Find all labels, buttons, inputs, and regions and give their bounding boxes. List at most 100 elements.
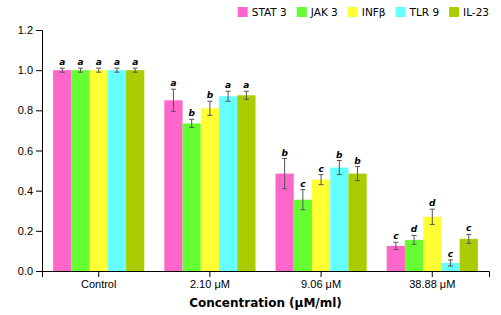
legend-swatch [297,7,307,17]
tick-label: 9.06 μM [301,278,341,290]
error-cap [337,174,342,175]
letter: a [59,57,65,67]
y-tick: 0.6 [18,145,42,157]
error-cap [430,209,435,210]
error-bar [319,175,324,185]
error-bar [226,91,231,101]
y-tick: 0.2 [18,225,42,237]
error-cap [355,180,360,181]
tick-mark [36,191,42,192]
error-line [62,68,63,72]
bar [90,70,108,271]
error-line [135,68,136,72]
error-cap [96,68,101,69]
error-bar [337,161,342,175]
tick-mark [36,30,42,31]
plot: aabcabcdabcdaabcaabcControl2.10 μM9.06 μ… [18,24,490,290]
tick-label: 0.0 [18,265,33,277]
x-axis-title: Concentration (μM/ml) [189,296,342,310]
error-line [395,242,396,249]
bar [219,96,237,271]
legend-swatch [238,7,248,17]
error-bar [189,119,194,127]
y-tick: 0.8 [18,104,42,116]
series [126,68,478,271]
error-cap [319,184,324,185]
x-axis: Control2.10 μM9.06 μM38.88 μM [43,271,490,290]
bar [330,168,348,271]
series [71,68,423,271]
bar [423,217,441,271]
bar [53,70,71,271]
y-tick: 1.0 [18,64,42,76]
error-cap [466,234,471,235]
tick-label: 0.8 [18,104,33,116]
bar [460,239,478,271]
error-cap [430,224,435,225]
legend-label: JAK 3 [310,6,338,18]
error-cap [171,89,176,90]
bar [108,70,126,271]
error-cap [114,72,119,73]
error-cap [448,259,453,260]
error-line [468,234,469,243]
x-tick: 2.10 μM [190,271,230,290]
legend-label: STAT 3 [252,6,287,18]
tick-label: 2.10 μM [190,278,230,290]
marks [53,68,478,271]
tick-label: 1.0 [18,64,33,76]
letter: a [243,80,249,90]
error-bar [78,68,83,72]
error-line [116,68,117,72]
error-line [357,167,358,181]
letter: a [114,57,120,67]
error-bar [60,68,65,72]
bar [237,95,255,271]
error-bar [282,159,287,189]
error-line [80,68,81,72]
error-line [321,175,322,185]
bar [348,174,366,271]
legend-swatch [348,7,358,17]
error-cap [412,235,417,236]
legend-item: INFβ [348,6,386,18]
legend-label: INFβ [362,6,386,18]
error-cap [60,72,65,73]
error-cap [78,72,83,73]
error-line [246,91,247,99]
tick-mark [36,271,42,272]
error-bar [466,234,471,243]
error-line [228,91,229,101]
error-bar [244,91,249,99]
letter: c [393,231,399,241]
bar [405,240,423,271]
series [108,68,460,271]
y-axis: 0.00.20.40.60.81.01.2 [18,24,43,277]
y-tick: 0.4 [18,185,42,197]
series [53,68,405,271]
error-cap [189,127,194,128]
letter: c [466,223,472,233]
legend-label: IL-23 [463,6,489,18]
error-cap [355,166,360,167]
error-cap [60,68,65,69]
tick-label: 0.4 [18,185,33,197]
error-cap [300,189,305,190]
bar [71,70,89,271]
error-cap [171,111,176,112]
legend-swatch [396,7,406,17]
tick-mark [36,70,42,71]
tick-label: 38.88 μM [409,278,455,290]
axis-line [43,272,490,278]
error-line [284,159,285,189]
error-cap [337,160,342,161]
tick-mark [36,110,42,111]
error-bar [412,235,417,244]
axis-line [36,31,43,272]
tick-label: 0.6 [18,145,33,157]
error-bar [96,68,101,72]
error-bar [207,101,212,115]
letter: b [354,156,361,166]
error-bar [355,167,360,181]
letter: c [318,164,324,174]
